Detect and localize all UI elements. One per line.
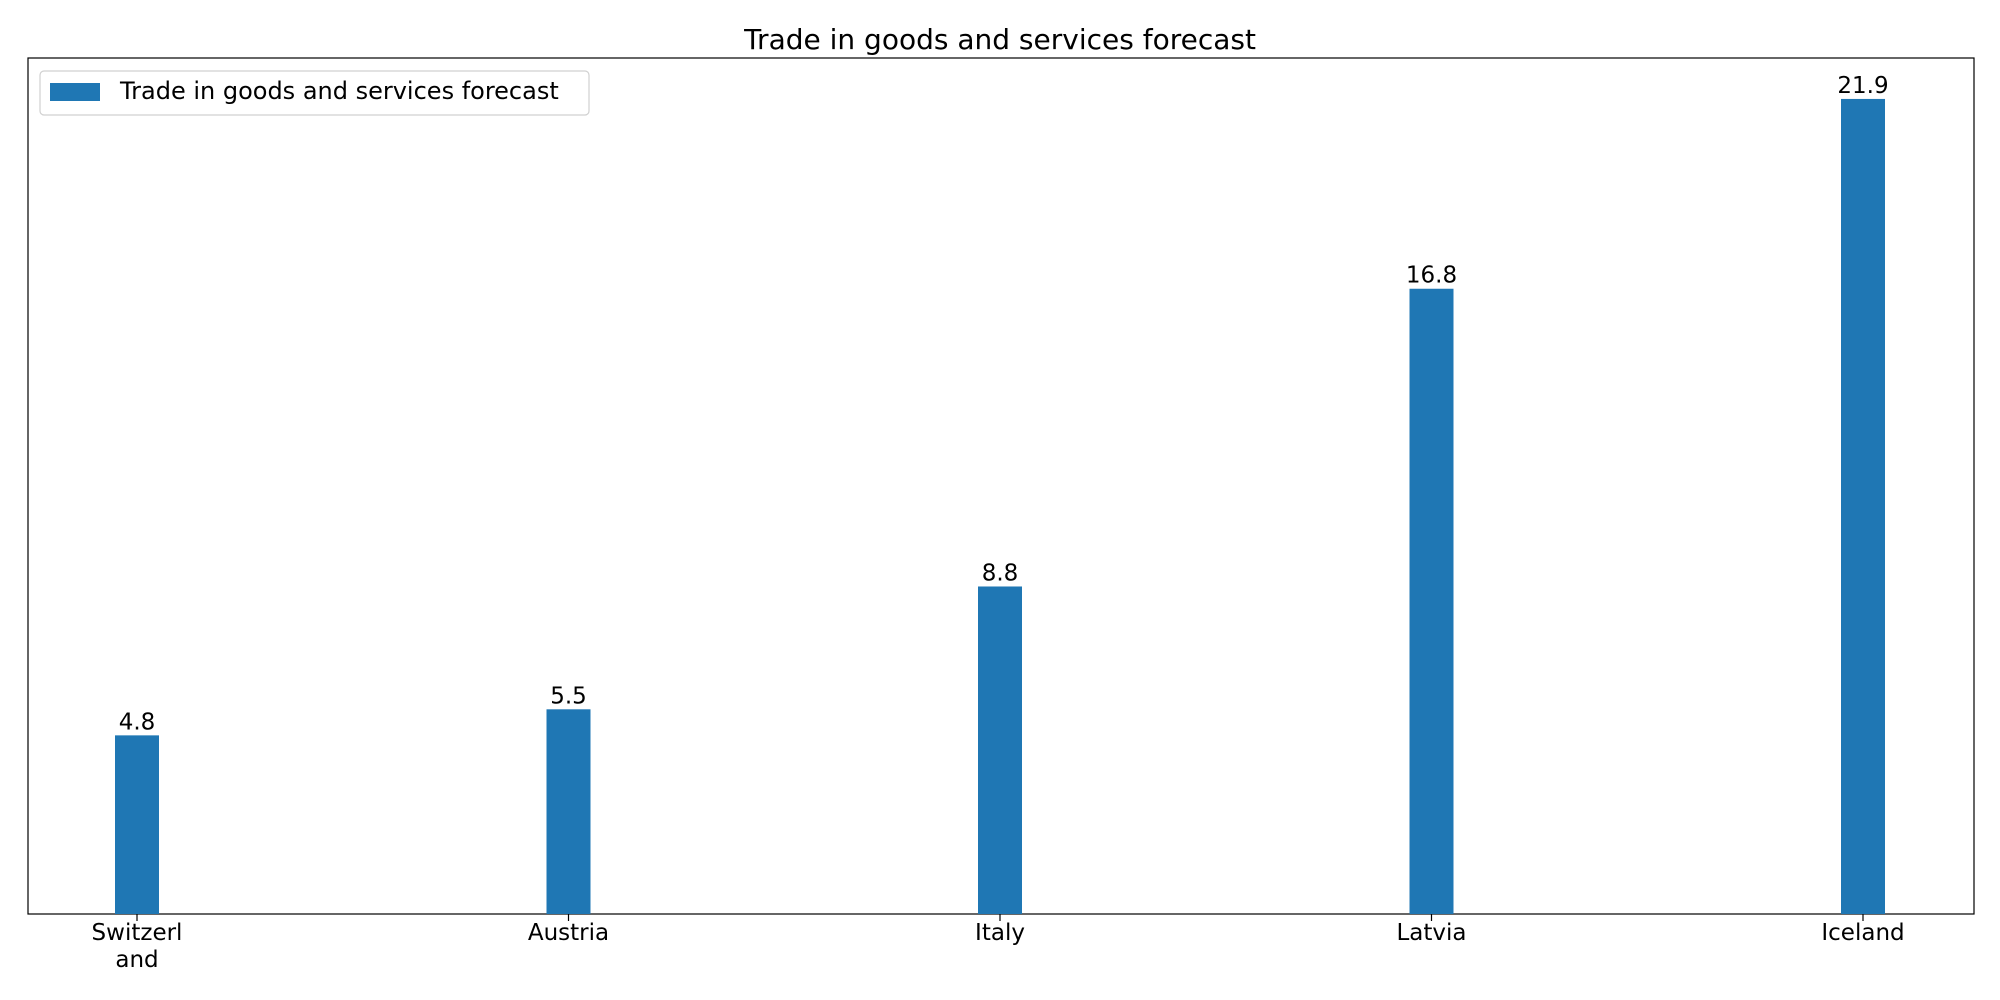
legend-swatch	[50, 83, 100, 101]
bar-value-label: 4.8	[119, 709, 156, 735]
bars-layer	[115, 98, 1885, 915]
chart-title: Trade in goods and services forecast	[743, 23, 1256, 56]
bar	[1409, 288, 1454, 915]
x-tick-label: Switzerl and	[92, 920, 183, 973]
legend-label: Trade in goods and services forecast	[119, 77, 559, 105]
legend-frame	[39, 70, 590, 116]
x-tick-label: Latvia	[1396, 920, 1466, 946]
x-tick-label: Iceland	[1821, 920, 1904, 946]
legend: Trade in goods and services forecast	[39, 70, 590, 116]
bar	[546, 709, 591, 914]
x-tick-label: Austria	[528, 920, 609, 946]
bar-value-label: 16.8	[1406, 263, 1457, 289]
bar	[978, 586, 1022, 914]
x-axis-ticks: Switzerl and Austria Italy Latvia Iceland	[92, 914, 1905, 973]
bar-value-label: 8.8	[982, 560, 1019, 586]
bar	[115, 735, 159, 914]
bar-value-label: 21.9	[1837, 73, 1888, 99]
bar	[1841, 98, 1885, 914]
bar-value-label: 5.5	[550, 683, 587, 709]
value-labels-layer: 4.8 5.5 8.8 16.8 21.9	[119, 73, 1889, 735]
x-tick-label: Italy	[975, 920, 1025, 946]
